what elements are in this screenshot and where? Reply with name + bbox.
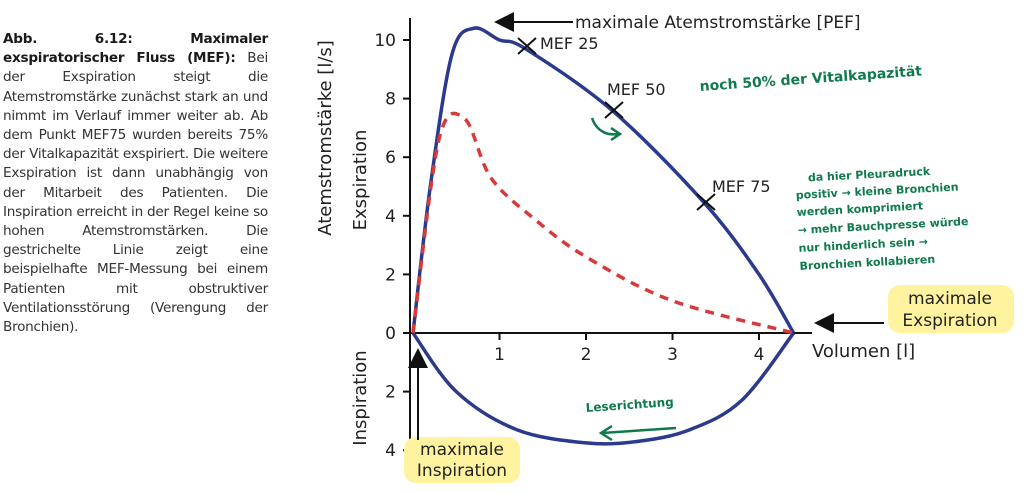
y-tick-label: 6 [385,148,396,168]
note-mef75-line: da hier Pleuradruck [808,165,932,184]
y-upper-label: Exspiration [350,130,371,231]
y-tick-label: 10 [374,31,396,51]
mef50-label: MEF 50 [607,80,666,99]
mef75-marker [696,193,716,211]
y-lower-label: Inspiration [350,350,371,445]
figure-caption: Abb. 6.12: Maximaler exspiratorischer Fl… [3,30,268,337]
x-tick-label: 2 [581,345,592,365]
caption-body: Bei der Exspiration steigt die Atemstrom… [3,50,268,336]
note-mef75-line: Bronchien kollabieren [799,253,935,273]
mef50-marker [604,101,624,119]
reading-direction-arrow [601,426,677,435]
max-inspiration-line2: Inspiration [417,461,507,481]
y-tick-label: 8 [385,90,396,110]
y-tick-label: 0 [385,324,396,344]
note-mef75: da hier Pleuradruck positiv → kleine Bro… [795,165,968,273]
caption-lead: Abb. 6.12: Maximaler exspiratorischer Fl… [3,31,268,67]
obstructive-curve [411,111,795,335]
note-mef75-line: nur hinderlich sein → [798,235,928,255]
inspiration-curve [411,331,795,446]
x-axis-label: Volumen [l] [812,341,915,362]
mef25-marker [517,37,537,55]
x-tick-label: 4 [754,345,765,365]
mef75-label: MEF 75 [712,177,771,196]
max-inspiration-highlight [404,437,520,483]
reading-direction-arrowhead [598,424,613,442]
expiration-curve [411,26,796,334]
x-tick-label: 3 [667,345,678,365]
note-mef50-arrowhead [610,126,623,142]
y-tick-label: 2 [385,383,396,403]
mef25-label: MEF 25 [540,34,599,53]
x-tick-label: 1 [494,345,505,365]
y-axis-label: Atemstromstärke [l/s] [315,40,336,236]
max-expiration-highlight [888,285,1014,333]
note-mef50-arrow [590,117,619,136]
y-tick-label: 2 [385,265,396,285]
y-tick-label: 4 [385,441,396,461]
note-mef50: noch 50% der Vitalkapazität [699,63,923,95]
y-tick-label: 4 [385,207,396,227]
note-mef75-line: → mehr Bauchpresse würde [797,215,968,237]
pef-label: maximale Atemstromstärke [PEF] [575,13,861,33]
note-mef75-line: werden komprimiert [796,199,923,219]
max-expiration-line1: maximale [908,289,992,309]
reading-direction-label: Leserichtung [585,395,674,415]
max-inspiration-line1: maximale [420,440,504,460]
max-expiration-line2: Exspiration [902,311,997,331]
